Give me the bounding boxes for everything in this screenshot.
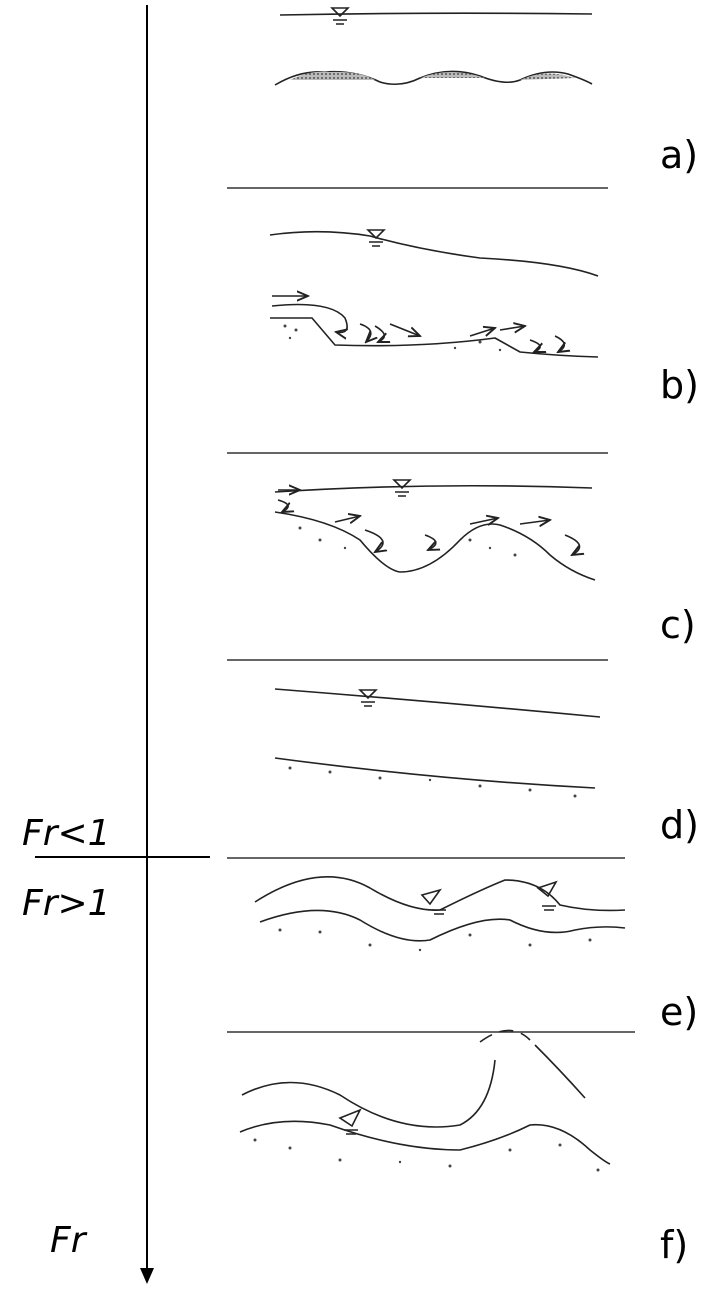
panel-label: a) bbox=[660, 133, 698, 177]
sketch-a bbox=[274, 7, 593, 86]
panel-label: f) bbox=[660, 1223, 688, 1267]
panel-label: e) bbox=[660, 990, 698, 1034]
froude-axis bbox=[35, 5, 210, 1284]
panel-separators bbox=[227, 187, 635, 1033]
sketch-d bbox=[274, 688, 601, 798]
froude-subcritical: Fr<1 bbox=[22, 813, 111, 854]
panel-label: c) bbox=[660, 603, 696, 647]
sketch-c bbox=[274, 479, 596, 581]
froude-axis-label: Fr bbox=[50, 1220, 88, 1261]
froude-supercritical: Fr>1 bbox=[22, 883, 111, 924]
sketch-b bbox=[269, 229, 599, 358]
sketch-f bbox=[239, 1029, 611, 1172]
panel-label: d) bbox=[660, 803, 699, 847]
sketch-e bbox=[254, 876, 626, 952]
panel-label: b) bbox=[660, 363, 699, 407]
